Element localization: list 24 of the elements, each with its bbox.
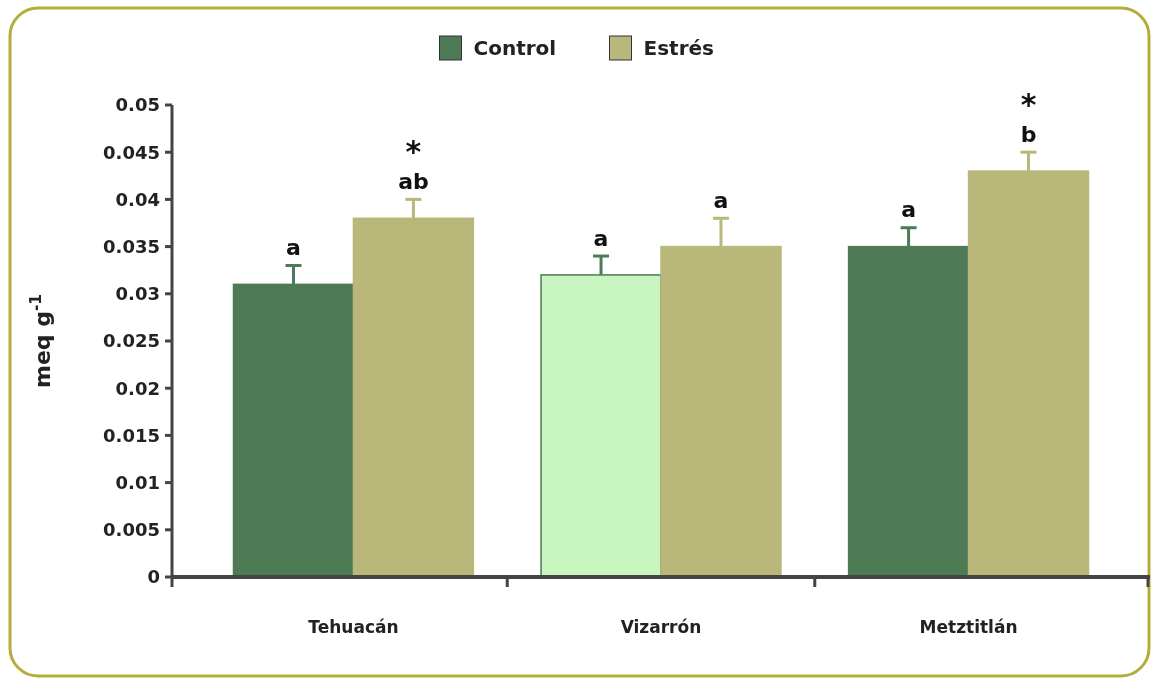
x-tick-label: Tehuacán — [308, 617, 399, 637]
y-tick-label: 0.015 — [103, 424, 160, 446]
y-tick-label: 0.035 — [103, 235, 160, 257]
legend-label: Estrés — [643, 36, 714, 60]
annotation: ab — [398, 169, 429, 195]
x-tick-label: Metztitlán — [919, 617, 1018, 637]
y-tick-label: 0.005 — [103, 519, 160, 541]
y-tick-label: 0.01 — [115, 471, 160, 493]
y-tick-label: 0.04 — [115, 188, 160, 210]
annotation: a — [593, 225, 609, 251]
annotation: * — [405, 134, 422, 170]
y-tick-label: 0.045 — [103, 141, 160, 163]
x-tick-label: Vizarrón — [620, 617, 702, 637]
y-tick-label: 0.025 — [103, 330, 160, 352]
annotation: * — [1020, 87, 1037, 123]
y-tick-label: 0.03 — [115, 283, 160, 305]
legend-label: Control — [473, 36, 557, 60]
y-tick-label: 0.02 — [115, 377, 160, 399]
y-tick-label: 0 — [147, 566, 160, 588]
annotation: a — [286, 235, 301, 261]
y-tick-label: 0.05 — [115, 94, 160, 116]
annotation: a — [901, 197, 917, 223]
annotation: a — [713, 187, 729, 213]
annotation: b — [1020, 121, 1037, 147]
